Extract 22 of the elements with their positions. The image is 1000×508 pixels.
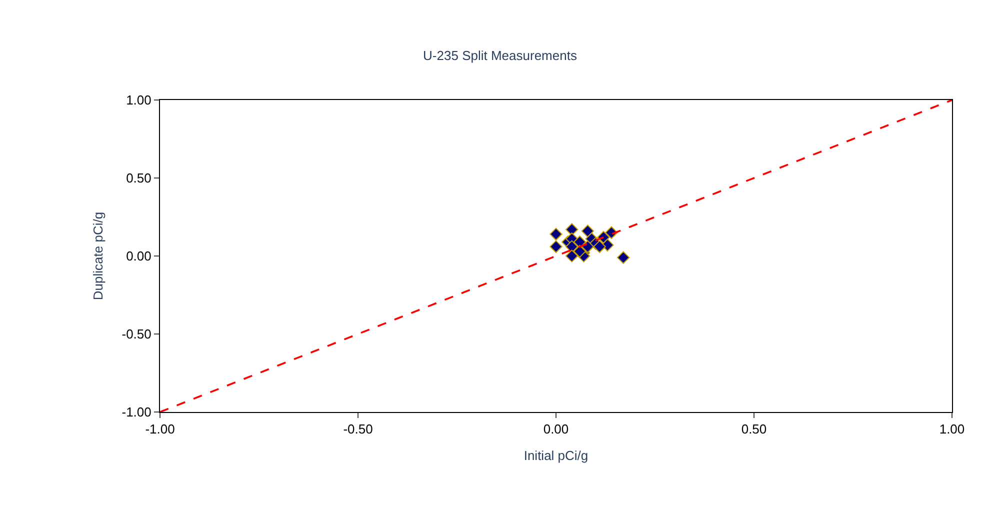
point: [573, 244, 586, 258]
point: [550, 240, 562, 253]
y-axis-title: Duplicate pCi/g: [90, 212, 106, 300]
y-tick-label: 1.00: [126, 92, 152, 108]
point: [616, 251, 630, 264]
y-tick-label: 0.50: [126, 170, 152, 186]
y-tick-label: -1.00: [122, 404, 152, 420]
point: [565, 240, 578, 253]
point: [593, 240, 606, 253]
x-tick-label: 0.00: [543, 422, 569, 437]
point: [581, 224, 594, 238]
y-tick-label: -0.50: [122, 326, 152, 342]
point: [565, 250, 578, 262]
x-tick-label: -0.50: [343, 422, 373, 437]
x-axis-title: Initial pCi/g: [524, 448, 588, 464]
point: [565, 223, 578, 236]
chart-title: U-235 Split Measurements: [423, 48, 578, 63]
y-tick-label: 0.00: [126, 248, 152, 264]
point: [550, 228, 562, 241]
x-tick-label: 1.00: [939, 422, 965, 437]
x-tick-label: -1.00: [145, 422, 175, 437]
x-tick-label: 0.50: [741, 422, 767, 437]
